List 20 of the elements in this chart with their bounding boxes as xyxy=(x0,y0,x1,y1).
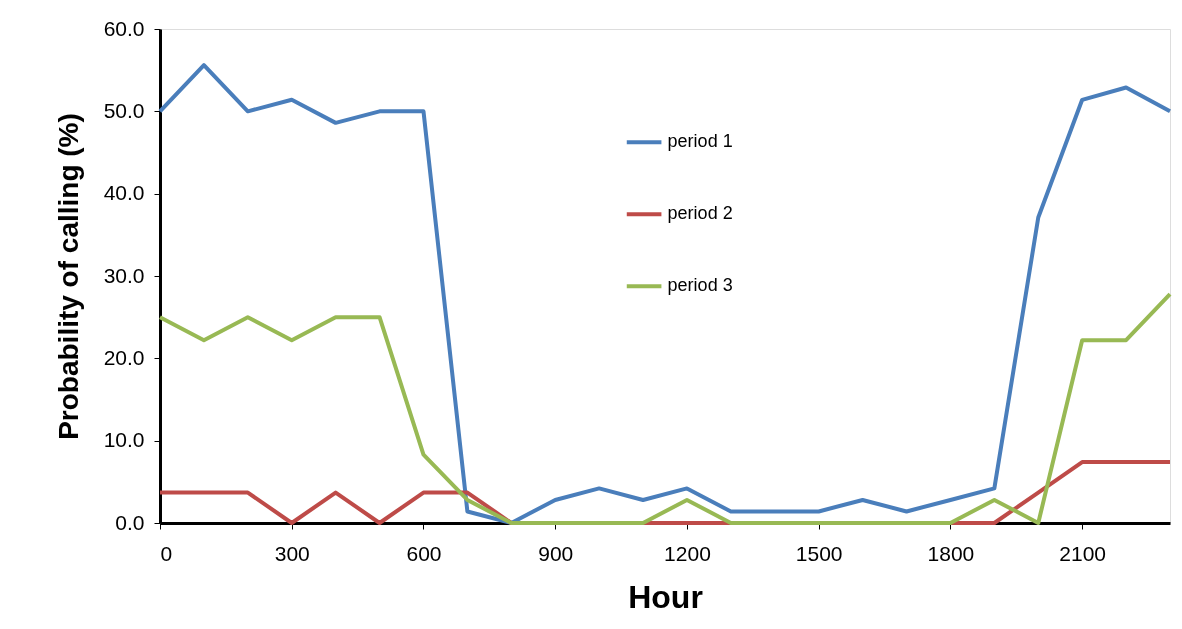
x-tick-label: 1200 xyxy=(664,541,711,565)
x-tick-label: 1500 xyxy=(795,541,843,565)
x-tick-label: 600 xyxy=(406,541,442,565)
legend-label: period 1 xyxy=(667,131,733,152)
y-tick-label: 0.0 xyxy=(115,510,145,534)
x-axis-title: Hour xyxy=(628,578,703,615)
y-tick-label: 20.0 xyxy=(103,345,145,369)
y-tick-label: 50.0 xyxy=(103,98,145,122)
y-tick-label: 10.0 xyxy=(103,428,145,452)
x-tick-label: 2100 xyxy=(1059,541,1107,565)
y-axis-title: Probability of calling (%) xyxy=(52,113,84,440)
legend-label: period 3 xyxy=(667,275,733,296)
x-tick-label: 900 xyxy=(538,541,574,565)
y-tick-label: 60.0 xyxy=(103,16,145,40)
x-tick-label: 1800 xyxy=(927,541,975,565)
y-tick-label: 40.0 xyxy=(103,181,145,205)
legend-label: period 2 xyxy=(667,203,733,224)
x-tick-label: 300 xyxy=(274,541,310,565)
x-tick-label: 0 xyxy=(160,541,173,565)
y-tick-label: 30.0 xyxy=(103,263,145,287)
